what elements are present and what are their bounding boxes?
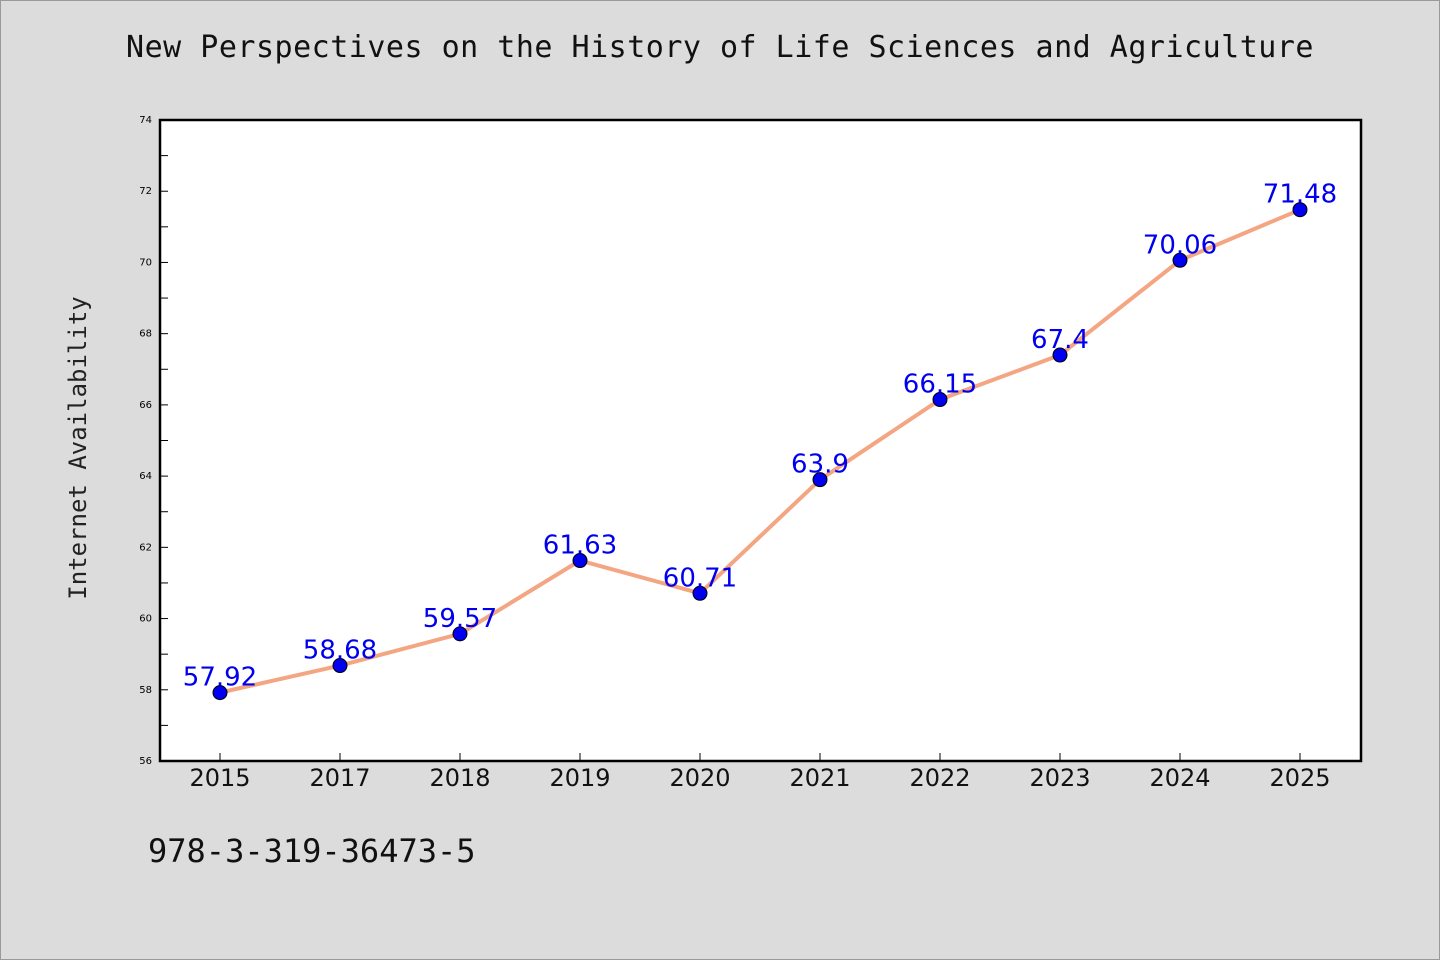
data-label: 70.06 bbox=[1143, 230, 1217, 260]
chart-title: New Perspectives on the History of Life … bbox=[126, 30, 1314, 65]
data-point bbox=[1292, 202, 1308, 218]
data-label: 58.68 bbox=[303, 636, 377, 666]
data-label: 66.15 bbox=[903, 370, 977, 400]
y-tick-label: 66 bbox=[139, 400, 152, 411]
x-tick-label: 2017 bbox=[309, 764, 370, 792]
isbn-footer: 978-3-319-36473-5 bbox=[148, 832, 476, 870]
y-tick-label: 56 bbox=[139, 756, 152, 767]
y-axis-label: Internet Availability bbox=[64, 296, 92, 599]
data-point bbox=[692, 585, 708, 601]
data-label: 57.92 bbox=[183, 663, 257, 693]
x-tick-label: 2024 bbox=[1149, 764, 1210, 792]
x-tick-label: 2022 bbox=[909, 764, 970, 792]
data-labels: 57.92 58.68 59.57 61.63 60.71 63.9 66.15 67.4 70… bbox=[183, 180, 1337, 693]
x-tick-label: 2018 bbox=[429, 764, 490, 792]
data-point bbox=[572, 553, 588, 569]
x-tick-label: 2025 bbox=[1269, 764, 1330, 792]
data-label: 63.9 bbox=[791, 450, 849, 480]
data-point bbox=[212, 685, 228, 701]
x-tick-label: 2019 bbox=[549, 764, 610, 792]
x-tick-label: 2020 bbox=[669, 764, 730, 792]
x-axis: 2015 2017 2018 2019 2020 2021 2022 2023 2024 2025 bbox=[189, 753, 1331, 792]
data-point bbox=[812, 472, 828, 488]
plot-area bbox=[158, 118, 1363, 763]
data-label: 61.63 bbox=[543, 531, 617, 561]
data-point bbox=[1172, 252, 1188, 268]
x-tick-label: 2023 bbox=[1029, 764, 1090, 792]
y-tick-label: 62 bbox=[139, 542, 152, 553]
x-tick-label: 2021 bbox=[789, 764, 850, 792]
series-line bbox=[218, 207, 1302, 695]
data-label: 60.71 bbox=[663, 563, 737, 593]
x-tick-label: 2015 bbox=[189, 764, 250, 792]
y-tick-label: 60 bbox=[139, 614, 152, 625]
data-point bbox=[332, 658, 348, 674]
data-label: 59.57 bbox=[423, 604, 497, 634]
data-point bbox=[1052, 347, 1068, 363]
y-tick-label: 74 bbox=[139, 115, 152, 126]
data-point bbox=[452, 626, 468, 642]
y-tick-label: 68 bbox=[139, 329, 152, 340]
y-tick-label: 72 bbox=[139, 186, 152, 197]
y-tick-label: 70 bbox=[139, 257, 152, 268]
y-axis: 56 58 60 62 64 66 68 70 72 74 bbox=[139, 115, 168, 767]
data-label: 71.48 bbox=[1263, 180, 1337, 210]
series-markers bbox=[212, 202, 1308, 701]
y-tick-label: 58 bbox=[139, 685, 152, 696]
y-tick-label: 64 bbox=[139, 471, 152, 482]
data-label: 67.4 bbox=[1031, 325, 1089, 355]
data-point bbox=[932, 392, 948, 408]
